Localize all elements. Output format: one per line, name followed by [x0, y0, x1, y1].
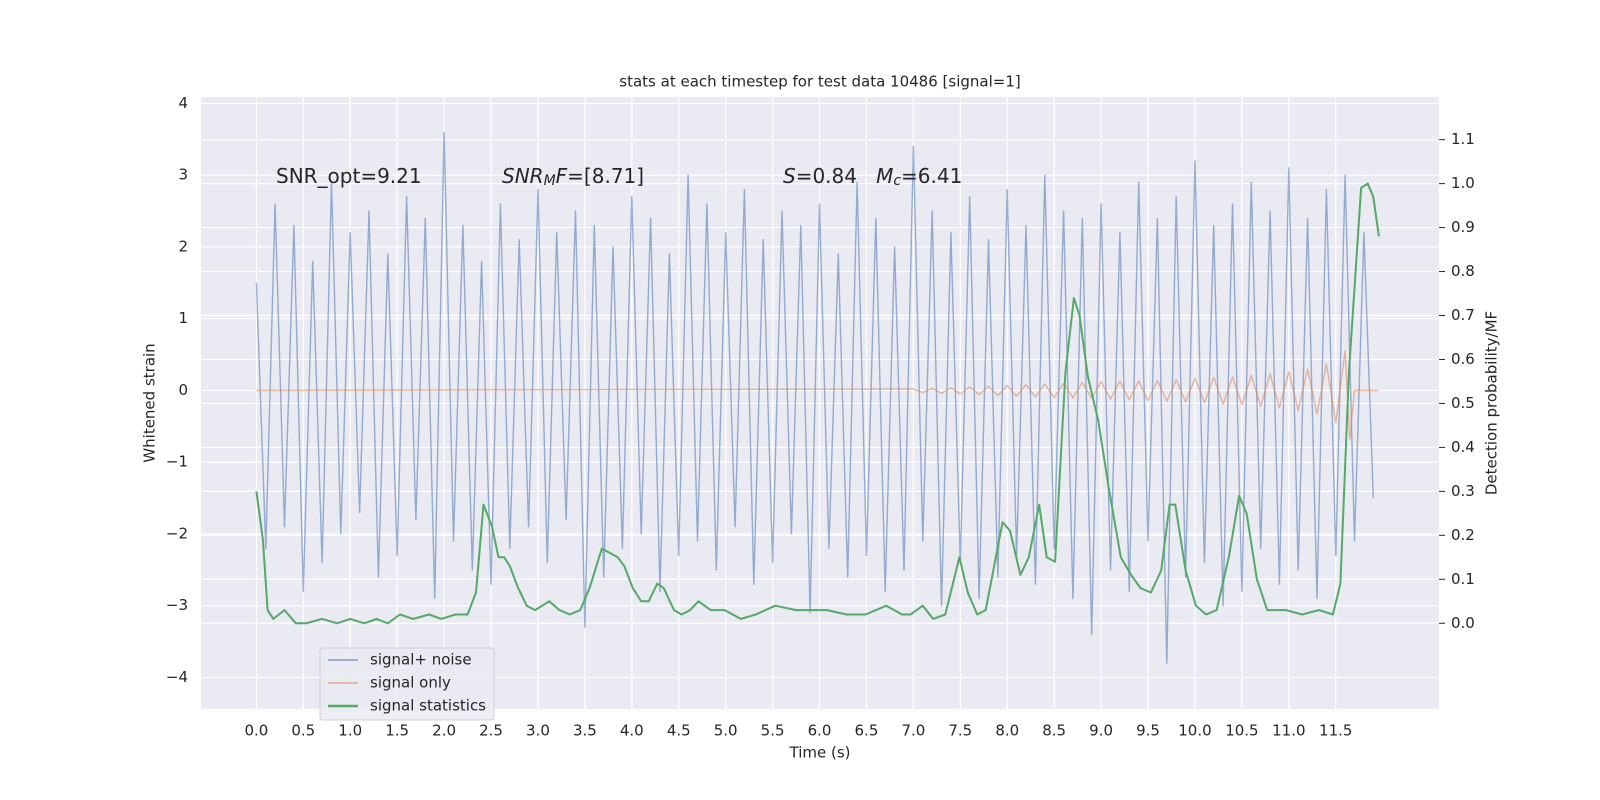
x-tick-label: 0.0	[244, 722, 268, 740]
y2-tick-label: 0.4	[1451, 438, 1475, 456]
x-tick-label: 10.0	[1178, 722, 1211, 740]
x-tick-label: 2.5	[479, 722, 503, 740]
legend: signal+ noise signal only signal statistic…	[319, 647, 495, 721]
x-tick-label: 10.5	[1225, 722, 1258, 740]
y2-tick-label: 0.1	[1451, 570, 1475, 588]
x-tick-label: 9.0	[1089, 722, 1113, 740]
annotation: SNRMF=[8.71]	[502, 164, 644, 190]
y-tick-label: 1	[178, 309, 188, 327]
x-tick-label: 8.5	[1042, 722, 1066, 740]
y-tick-label: −3	[166, 596, 188, 614]
y-tick-label: 3	[178, 166, 188, 184]
y2-tick-label: 0.5	[1451, 394, 1475, 412]
x-tick-label: 3.0	[526, 722, 550, 740]
x-tick-label: 4.5	[667, 722, 691, 740]
x-tick-label: 8.0	[995, 722, 1019, 740]
x-tick-label: 7.5	[948, 722, 972, 740]
annotation: S=0.84 Mc=6.41	[783, 164, 962, 190]
y2-tick-label: 0.8	[1451, 262, 1475, 280]
x-tick-label: 1.5	[385, 722, 409, 740]
annotation-text: S	[783, 164, 796, 188]
y2-axis-label: Detection probability/MF	[1483, 311, 1501, 495]
y2-tick-label: 0.2	[1451, 526, 1475, 544]
y-tick-label: 2	[178, 237, 188, 255]
x-tick-label: 0.5	[291, 722, 315, 740]
x-tick-label: 7.0	[901, 722, 925, 740]
y-tick-label: −1	[166, 453, 188, 471]
x-tick-label: 2.0	[432, 722, 456, 740]
y2-tick-label: 0.3	[1451, 482, 1475, 500]
x-tick-label: 9.5	[1136, 722, 1160, 740]
x-tick-label: 5.0	[714, 722, 738, 740]
legend-box	[319, 647, 495, 721]
legend-label: signal+ noise	[370, 651, 472, 669]
series-line	[255, 131, 1374, 664]
y-tick-label: −4	[166, 668, 188, 686]
y2-tick-label: 0.7	[1451, 306, 1475, 324]
annotation-text: =0.84	[796, 164, 876, 188]
annotation-text: M	[876, 164, 893, 188]
x-tick-label: 4.0	[620, 722, 644, 740]
annotation-text: SNR_opt=9.21	[276, 164, 422, 188]
chart-title: stats at each timestep for test data 104…	[619, 73, 1020, 91]
series-line	[255, 182, 1380, 625]
annotation-text: =6.41	[901, 164, 962, 188]
y2-tick-label: 1.1	[1451, 130, 1475, 148]
x-tick-label: 11.0	[1272, 722, 1305, 740]
annotation-subscript: M	[544, 173, 556, 189]
series-line	[256, 350, 1378, 440]
y2-tick-label: 0.0	[1451, 614, 1475, 632]
x-tick-label: 5.5	[761, 722, 785, 740]
y-tick-label: 4	[178, 94, 188, 112]
x-tick-label: 11.5	[1319, 722, 1352, 740]
x-tick-label: 6.0	[808, 722, 832, 740]
legend-label: signal statistics	[370, 697, 486, 715]
annotation-text: F	[556, 164, 568, 188]
marks	[255, 131, 1380, 664]
annotation-text: SNR	[502, 164, 544, 188]
y2-tick-label: 0.6	[1451, 350, 1475, 368]
annotation-text: =[8.71]	[567, 164, 644, 188]
annotation: SNR_opt=9.21	[276, 164, 422, 188]
x-tick-label: 1.0	[338, 722, 362, 740]
legend-label: signal only	[370, 674, 451, 692]
x-tick-label: 3.5	[573, 722, 597, 740]
y2-tick-label: 1.0	[1451, 174, 1475, 192]
annotation-subscript: c	[893, 173, 901, 189]
y-axis-label: Whitened strain	[141, 343, 159, 462]
x-axis-label: Time (s)	[789, 744, 851, 762]
y2-tick-label: 0.9	[1451, 218, 1475, 236]
y-tick-label: −2	[166, 524, 188, 542]
x-tick-label: 6.5	[855, 722, 879, 740]
y-tick-label: 0	[178, 381, 188, 399]
